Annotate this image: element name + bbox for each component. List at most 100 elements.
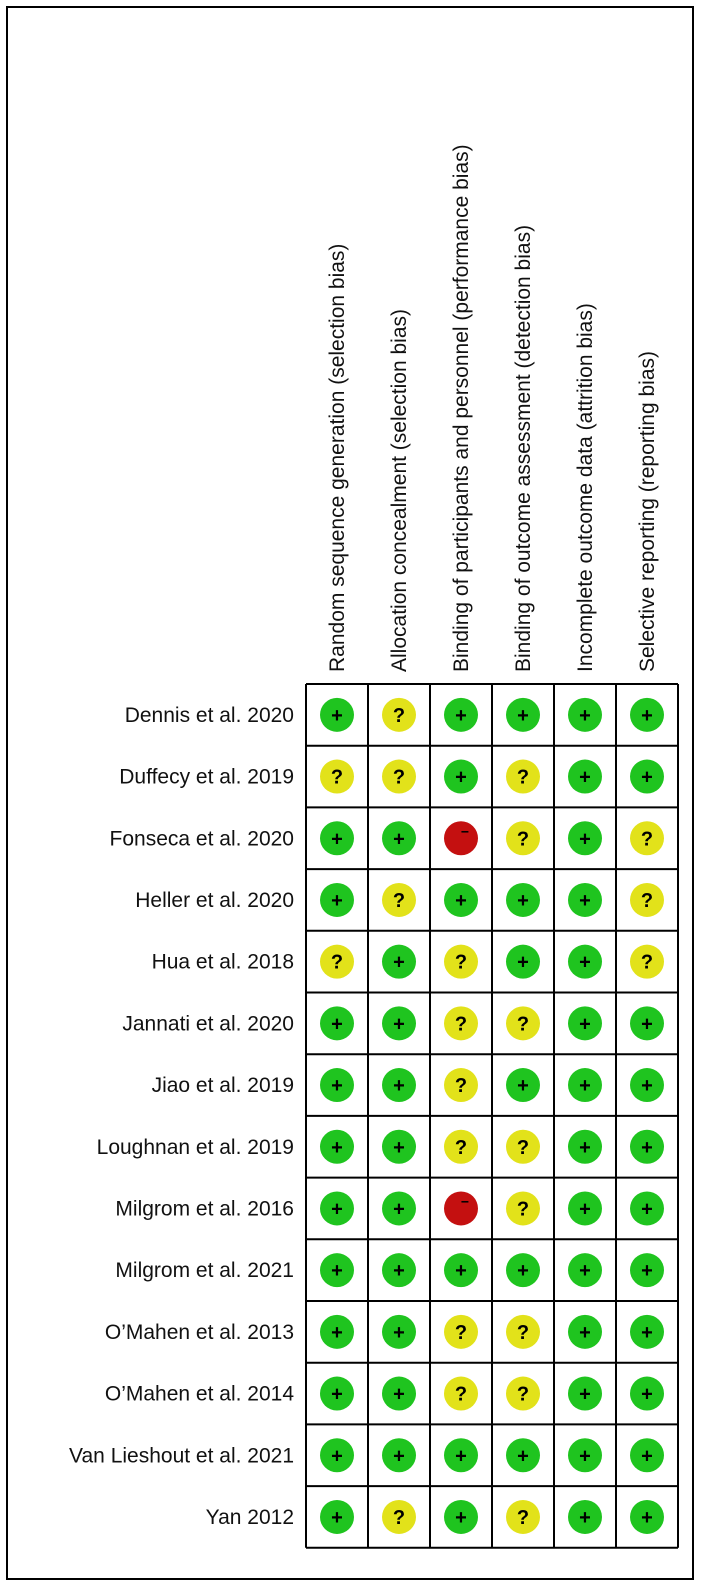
rating-low-icon <box>382 821 416 856</box>
rating-low-icon <box>630 697 664 732</box>
rating-low-symbol: + <box>641 1322 653 1344</box>
rating-low-icon <box>444 697 478 732</box>
rating-low-icon <box>382 1314 416 1349</box>
study-label: O’Mahen et al. 2014 <box>105 1383 294 1406</box>
rating-low-symbol: + <box>579 1260 591 1282</box>
rating-unclear-symbol: ? <box>393 1507 405 1529</box>
rating-low-icon <box>382 1253 416 1288</box>
rating-unclear-icon <box>320 944 354 979</box>
rating-low-symbol: + <box>393 1137 405 1159</box>
rating-unclear-symbol: ? <box>517 1137 529 1159</box>
rating-low-icon <box>506 882 540 917</box>
rating-low-symbol: + <box>393 828 405 850</box>
rating-low-icon <box>630 759 664 794</box>
rating-low-symbol: + <box>579 952 591 974</box>
rating-unclear-icon <box>382 882 416 917</box>
rating-low-icon <box>506 697 540 732</box>
rating-low-icon <box>630 1191 664 1226</box>
rating-unclear-symbol: ? <box>517 1507 529 1529</box>
rating-low-symbol: + <box>393 1075 405 1097</box>
rating-low-icon <box>320 1006 354 1041</box>
study-label: Jannati et al. 2020 <box>122 1012 294 1035</box>
rating-low-symbol: + <box>331 1507 343 1529</box>
rating-low-symbol: + <box>517 890 529 912</box>
study-label: Yan 2012 <box>206 1506 294 1529</box>
rating-low-icon <box>320 882 354 917</box>
rating-unclear-symbol: ? <box>455 1075 467 1097</box>
column-header-4: Binding of outcome assessment (detection… <box>512 225 535 672</box>
column-header-5: Incomplete outcome data (attrition bias) <box>574 303 597 672</box>
rating-unclear-symbol: ? <box>455 1137 467 1159</box>
rating-low-symbol: + <box>455 890 467 912</box>
rating-low-icon <box>506 1253 540 1288</box>
rating-low-symbol: + <box>579 767 591 789</box>
rating-low-symbol: + <box>331 1384 343 1406</box>
rating-unclear-symbol: ? <box>641 890 653 912</box>
rating-low-symbol: + <box>517 952 529 974</box>
study-label: Dennis et al. 2020 <box>125 704 294 727</box>
rating-low-symbol: + <box>579 1137 591 1159</box>
rating-low-icon <box>382 1376 416 1411</box>
rating-low-symbol: + <box>393 1445 405 1467</box>
rating-low-icon <box>568 1438 602 1473</box>
study-label: Hua et al. 2018 <box>152 951 294 974</box>
rating-low-symbol: + <box>579 1322 591 1344</box>
rating-unclear-symbol: ? <box>393 705 405 727</box>
rating-low-icon <box>320 821 354 856</box>
rating-unclear-symbol: ? <box>517 828 529 850</box>
rating-unclear-icon <box>630 944 664 979</box>
rating-low-icon <box>630 1253 664 1288</box>
rating-unclear-icon <box>444 1376 478 1411</box>
rating-low-symbol: + <box>331 828 343 850</box>
rating-low-icon <box>382 1191 416 1226</box>
rating-low-icon <box>630 1376 664 1411</box>
rating-low-symbol: + <box>331 1322 343 1344</box>
rating-low-icon <box>630 1006 664 1041</box>
rating-low-icon <box>320 1314 354 1349</box>
rating-low-symbol: + <box>331 1075 343 1097</box>
column-header-3: Binding of participants and personnel (p… <box>450 144 473 672</box>
rating-unclear-symbol: ? <box>517 1384 529 1406</box>
rating-low-symbol: + <box>641 1137 653 1159</box>
rating-low-symbol: + <box>579 1198 591 1220</box>
rating-low-symbol: + <box>455 705 467 727</box>
rating-low-symbol: + <box>579 890 591 912</box>
rating-low-symbol: + <box>579 828 591 850</box>
rating-low-icon <box>382 1129 416 1164</box>
rating-low-symbol: + <box>579 1013 591 1035</box>
rating-low-symbol: + <box>517 1445 529 1467</box>
rating-low-icon <box>444 1438 478 1473</box>
rating-low-icon <box>320 1438 354 1473</box>
rating-low-symbol: + <box>641 1013 653 1035</box>
rating-low-icon <box>382 1438 416 1473</box>
rating-low-symbol: + <box>641 1198 653 1220</box>
rating-low-symbol: + <box>331 890 343 912</box>
rating-unclear-icon <box>630 821 664 856</box>
rating-low-symbol: + <box>331 1445 343 1467</box>
rating-low-icon <box>320 1499 354 1534</box>
rating-unclear-symbol: ? <box>331 767 343 789</box>
rating-low-icon <box>568 1129 602 1164</box>
rating-low-symbol: + <box>641 1507 653 1529</box>
rating-low-symbol: + <box>455 1445 467 1467</box>
rating-low-symbol: + <box>517 705 529 727</box>
rating-low-icon <box>320 1129 354 1164</box>
rating-low-symbol: + <box>579 1507 591 1529</box>
rating-high-icon <box>444 1191 478 1226</box>
rating-unclear-icon <box>506 1191 540 1226</box>
rating-unclear-icon <box>444 1129 478 1164</box>
rating-low-symbol: + <box>641 1384 653 1406</box>
rating-unclear-icon <box>382 1499 416 1534</box>
rating-low-icon <box>444 1499 478 1534</box>
rating-unclear-symbol: ? <box>641 828 653 850</box>
rating-low-icon <box>568 882 602 917</box>
rating-low-icon <box>630 1314 664 1349</box>
rating-low-icon <box>506 1068 540 1103</box>
rating-unclear-symbol: ? <box>517 767 529 789</box>
rating-unclear-icon <box>506 1499 540 1534</box>
rating-unclear-icon <box>506 1376 540 1411</box>
study-label: Loughnan et al. 2019 <box>97 1136 294 1159</box>
rating-low-symbol: + <box>641 705 653 727</box>
rating-low-icon <box>444 759 478 794</box>
rating-unclear-symbol: ? <box>455 952 467 974</box>
